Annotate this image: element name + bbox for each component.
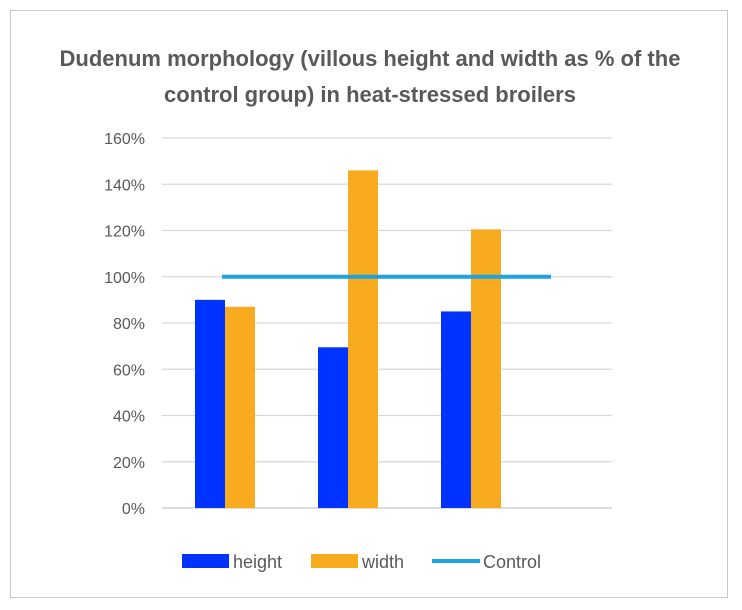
- y-tick-label: 140%: [104, 177, 145, 194]
- y-tick-label: 20%: [113, 455, 145, 472]
- bar-height: [441, 311, 471, 508]
- bar-height: [318, 347, 348, 508]
- y-tick-label: 120%: [104, 224, 145, 241]
- chart-title: Dudenum morphology (villous height and w…: [11, 41, 729, 113]
- bar-width: [225, 306, 255, 508]
- chart-title-line-2: control group) in heat-stressed broilers: [164, 82, 576, 107]
- y-tick-label: 100%: [104, 270, 145, 287]
- y-tick-label: 40%: [113, 409, 145, 426]
- bar-width: [471, 229, 501, 508]
- y-tick-label: 160%: [104, 131, 145, 148]
- y-tick-label: 80%: [113, 316, 145, 333]
- legend-label: height: [233, 552, 282, 572]
- y-tick-label: 60%: [113, 362, 145, 379]
- legend-label: width: [361, 552, 404, 572]
- bars: [195, 170, 501, 508]
- bar-width: [348, 170, 378, 508]
- legend-swatch-width: [311, 554, 358, 568]
- chart-title-line-1: Dudenum morphology (villous height and w…: [59, 46, 681, 71]
- bar-height: [195, 299, 225, 508]
- legend-swatch-height: [182, 554, 229, 568]
- y-axis-tick-labels: 0% 20% 40% 60% 80% 100% 120% 140% 160%: [104, 131, 145, 518]
- legend: height width Control: [182, 552, 541, 572]
- legend-label: Control: [483, 552, 541, 572]
- y-tick-label: 0%: [122, 501, 145, 518]
